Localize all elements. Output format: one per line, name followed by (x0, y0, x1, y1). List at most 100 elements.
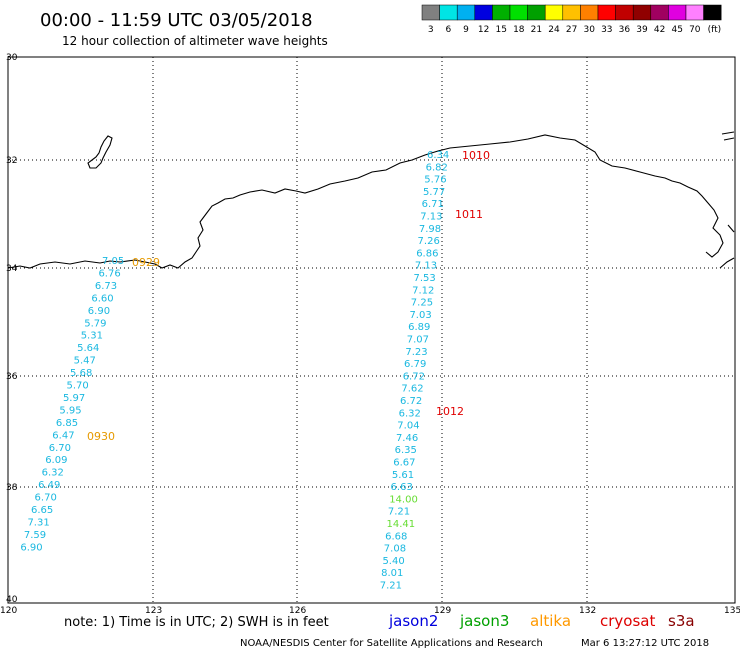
legend-s3a: s3a (668, 612, 695, 630)
wave-height-value: 6.70 (35, 493, 57, 504)
legend-jason2: jason2 (388, 612, 438, 630)
lat-label: 34 (6, 264, 18, 274)
longitude-labels: 120 123 126 129 132 135 (0, 606, 740, 616)
wave-height-value: 7.62 (401, 384, 423, 395)
northeast-islet (721, 131, 735, 141)
wave-height-value: 7.08 (384, 544, 406, 555)
colorbar-label: 39 (636, 25, 648, 35)
pass-time-label: 1012 (436, 405, 464, 418)
wave-height-value: 6.90 (20, 542, 42, 553)
wave-height-value: 6.71 (422, 199, 444, 210)
colorbar-swatch (492, 4, 511, 21)
lon-label: 120 (0, 606, 17, 616)
wave-height-value: 6.67 (393, 458, 415, 469)
wave-height-value: 14.00 (389, 494, 418, 505)
lat-lon-grid (8, 57, 735, 603)
wave-height-value: 6.73 (95, 281, 117, 292)
colorbar-label: 45 (671, 25, 682, 35)
colorbar-swatch (562, 4, 581, 21)
wave-height-value: 6.60 (91, 293, 113, 304)
colorbar-label: 30 (583, 25, 595, 35)
wave-height-value: 6.49 (38, 480, 60, 491)
wave-height-value: 5.61 (392, 470, 414, 481)
wave-height-value: 7.31 (27, 517, 49, 528)
wave-height-value: 6.63 (391, 482, 413, 493)
colorbar-label: 3 (428, 25, 434, 35)
lat-label: 36 (6, 372, 18, 382)
east-coast-fragment (719, 224, 735, 269)
wave-height-value: 6.72 (403, 371, 425, 382)
pass-time-label: 0929 (132, 256, 160, 269)
satellite-legend: jason2 jason3 altika cryosat s3a (388, 612, 695, 630)
wave-height-value: 6.72 (400, 396, 422, 407)
wave-height-value: 7.53 (414, 273, 436, 284)
lat-label: 32 (6, 156, 17, 166)
lon-label: 129 (434, 606, 451, 616)
colorbar-label: 18 (513, 25, 525, 35)
colorbar-swatch (474, 4, 493, 21)
colorbar-label: 9 (463, 25, 469, 35)
footer-note: note: 1) Time is in UTC; 2) SWH is in fe… (64, 615, 329, 630)
colorbar-swatch (632, 4, 652, 21)
wave-height-value: 7.13 (420, 212, 442, 223)
wave-height-value: 6.68 (385, 531, 407, 542)
footer-timestamp: Mar 6 13:27:12 UTC 2018 (581, 638, 709, 649)
latitude-labels: 30 32 34 36 38 40 (6, 53, 18, 605)
colorbar-swatch (527, 4, 546, 21)
pass-time-label: 1011 (455, 208, 483, 221)
wave-height-value: 6.32 (399, 408, 421, 419)
wave-height-value: 8.01 (381, 568, 403, 579)
wave-height-value: 5.47 (74, 356, 96, 367)
wave-height-value: 6.76 (98, 268, 120, 279)
wave-height-value: 6.65 (31, 505, 53, 516)
wave-height-value: 5.77 (423, 187, 445, 198)
wave-height-value: 7.04 (397, 421, 419, 432)
altimeter-tracks: 7.056.766.736.606.905.795.315.645.475.68… (20, 150, 449, 592)
wave-height-value: 6.86 (416, 248, 438, 259)
coastline (7, 131, 735, 269)
colorbar-swatch (439, 4, 458, 21)
wave-height-value: 5.97 (63, 393, 85, 404)
wave-height-value: 7.25 (411, 298, 433, 309)
legend-altika: altika (530, 612, 571, 630)
colorbar-label: 6 (446, 25, 452, 35)
lat-label: 40 (6, 595, 18, 605)
colorbar-label: 21 (531, 25, 542, 35)
colorbar-label: 24 (548, 25, 560, 35)
pass-time-label: 1010 (462, 149, 490, 162)
wave-height-colorbar: 3 6 9 12 15 18 21 24 27 30 33 36 39 42 45 70 (ft) (421, 4, 722, 35)
map-subtitle: 12 hour collection of altimeter wave hei… (62, 34, 328, 48)
wave-height-value: 7.12 (412, 285, 434, 296)
colorbar-swatch (615, 4, 634, 21)
colorbar-swatch (509, 4, 528, 21)
lon-label: 123 (145, 606, 162, 616)
colorbar-swatch (668, 4, 687, 21)
colorbar-swatch (685, 4, 704, 21)
colorbar-swatch (456, 4, 476, 21)
wave-height-value: 5.95 (59, 405, 81, 416)
wave-height-value: 7.26 (418, 236, 440, 247)
wave-height-value: 6.85 (56, 418, 78, 429)
footer-credit: NOAA/NESDIS Center for Satellite Applica… (240, 638, 543, 649)
pass-time-label: 0930 (87, 430, 115, 443)
wave-height-value: 6.70 (49, 443, 71, 454)
wave-height-value: 5.68 (70, 368, 92, 379)
legend-cryosat: cryosat (600, 612, 655, 630)
wave-height-value: 5.76 (424, 175, 446, 186)
wave-height-value: 7.21 (380, 581, 402, 592)
legend-jason3: jason3 (459, 612, 509, 630)
wave-height-value: 7.07 (407, 335, 429, 346)
colorbar-swatch (580, 4, 599, 21)
lon-label: 135 (724, 606, 740, 616)
colorbar-label: 33 (601, 25, 612, 35)
pass-time-labels: 0929 0930 1010 1011 1012 (87, 149, 490, 443)
wave-height-value: 6.90 (88, 306, 110, 317)
wave-height-value: 6.82 (426, 162, 448, 173)
wave-height-value: 7.59 (24, 530, 46, 541)
colorbar-label: (ft) (708, 25, 722, 35)
wave-height-value: 7.05 (102, 256, 124, 267)
lon-label: 132 (579, 606, 596, 616)
colorbar-swatch (703, 4, 722, 21)
map-frame (7, 56, 736, 604)
